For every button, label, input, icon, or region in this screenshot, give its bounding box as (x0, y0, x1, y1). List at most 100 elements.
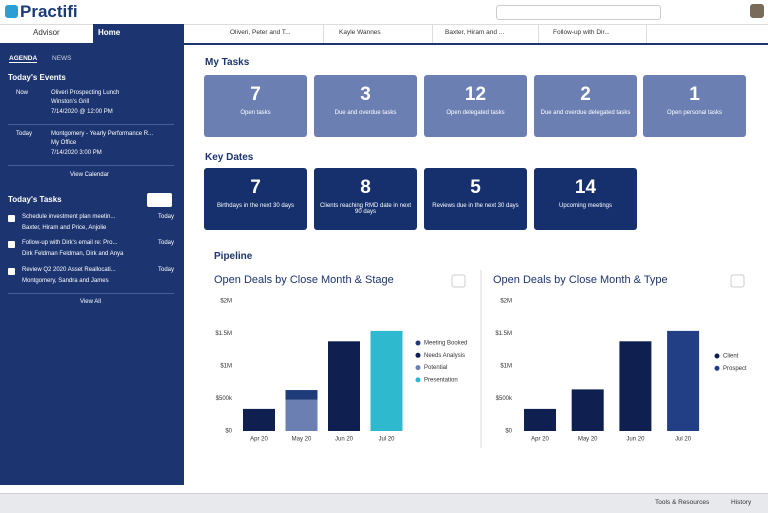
avatar[interactable] (750, 4, 764, 18)
task-due: Today (158, 240, 175, 246)
event-place: My Office (51, 140, 77, 146)
event-title[interactable]: Montgomery - Yearly Performance R... (51, 131, 154, 137)
card-value: 7 (250, 177, 261, 198)
card[interactable] (314, 75, 417, 137)
x-tick-label: May 20 (292, 437, 312, 443)
legend-label: Needs Analysis (424, 353, 465, 359)
tab-label[interactable]: Kayle Wannes (339, 29, 381, 36)
search-box[interactable] (496, 5, 661, 20)
tab-label[interactable]: Follow-up with Dir... (553, 29, 610, 36)
checkbox[interactable] (8, 241, 15, 248)
app-name: Advisor (33, 28, 60, 37)
task-title[interactable]: Review Q2 2020 Asset Reallocati... (22, 267, 116, 273)
y-tick-label: $500k (216, 396, 233, 402)
footer-link[interactable]: History (731, 499, 752, 506)
sidebar-tab[interactable]: AGENDA (9, 55, 38, 63)
card-value: 3 (360, 84, 371, 105)
task-who: Baxter, Hiram and Price, Anjolie (22, 225, 107, 231)
y-tick-label: $1.5M (215, 331, 232, 337)
y-tick-label: $2M (220, 299, 232, 305)
tab-separator (323, 24, 324, 43)
tab-separator (538, 24, 539, 43)
y-tick-label: $1M (500, 364, 512, 370)
card[interactable] (424, 75, 527, 137)
bar (619, 341, 652, 431)
legend-label: Meeting Booked (424, 341, 467, 347)
legend-label: Prospect (723, 366, 747, 372)
legend-swatch (415, 377, 421, 383)
card-label: Due and overdue delegated tasks (540, 110, 631, 116)
footer-link[interactable]: Tools & Resources (655, 499, 710, 506)
card[interactable] (314, 168, 417, 230)
chart-menu[interactable] (730, 274, 745, 288)
logo-icon (5, 5, 18, 18)
card[interactable] (643, 75, 746, 137)
task-who: Montgomery, Sandra and James (22, 278, 109, 284)
card[interactable] (534, 75, 637, 137)
card-value: 7 (250, 84, 261, 105)
task-title[interactable]: Follow-up with Dirk's email re: Pro... (22, 240, 118, 246)
separator (8, 165, 174, 166)
s[interactable]: Now (16, 90, 29, 96)
bar (285, 399, 318, 431)
card-label: Open delegated tasks (446, 110, 505, 116)
tab-separator (646, 24, 647, 43)
card-label: Due and overdue tasks (334, 110, 397, 116)
bar (667, 330, 700, 431)
y-tick-label: $0 (505, 429, 512, 435)
legend-swatch (714, 365, 720, 371)
card-label: Clients reaching RMD date in next 90 day… (319, 203, 412, 215)
card[interactable] (204, 75, 307, 137)
home-tab[interactable] (93, 24, 184, 43)
separator (8, 293, 174, 294)
tab-separator (432, 24, 433, 43)
card-value: 12 (464, 84, 487, 105)
event-when: 7/14/2020 @ 12:00 PM (51, 109, 113, 115)
s[interactable]: Today (16, 131, 33, 137)
separator (8, 124, 174, 125)
event-title[interactable]: Oliveri Prospecting Lunch (51, 90, 120, 96)
tab-label[interactable]: Baxter, Hiram and ... (445, 29, 505, 36)
home-tab-label[interactable]: Home (98, 28, 121, 37)
card[interactable] (424, 168, 527, 230)
nav-bar (0, 24, 768, 45)
bar (524, 408, 556, 431)
top-bar (0, 0, 768, 24)
bar (243, 408, 275, 431)
card-label: Birthdays in the next 30 days (216, 203, 295, 209)
link[interactable]: View Calendar (70, 172, 109, 178)
link[interactable]: View All (80, 299, 101, 305)
y-tick-label: $1M (220, 364, 232, 370)
y-tick-label: $500k (496, 396, 513, 402)
checkbox[interactable] (8, 268, 15, 275)
x-tick-label: Jun 20 (335, 437, 354, 443)
legend-label: Client (723, 354, 739, 360)
card-label: Open personal tasks (666, 110, 723, 116)
card-value: 2 (580, 84, 591, 105)
logo: Practifi (20, 2, 78, 21)
task-due: Today (158, 267, 175, 273)
card-label: Reviews due in the next 30 days (432, 203, 519, 209)
sidebar-tab[interactable]: NEWS (52, 55, 72, 62)
task-who: Dirk Feldman Feldman, Dirk and Anya (22, 251, 124, 257)
x-tick-label: May 20 (578, 437, 598, 443)
card[interactable] (204, 168, 307, 230)
filter-button[interactable] (147, 193, 172, 207)
card-value: 5 (470, 177, 481, 198)
legend-label: Potential (424, 365, 447, 371)
x-tick-label: Apr 20 (531, 437, 549, 443)
legend-swatch (415, 340, 421, 346)
task-title[interactable]: Schedule investment plan meetin... (22, 214, 116, 220)
x-tick-label: Jun 20 (626, 437, 645, 443)
checkbox[interactable] (8, 215, 15, 222)
card[interactable] (534, 168, 637, 230)
bar (571, 389, 604, 431)
x-tick-label: Jul 20 (378, 437, 395, 443)
chart-menu[interactable] (451, 274, 466, 288)
card-label: Upcoming meetings (558, 203, 613, 209)
task-due: Today (158, 214, 175, 220)
legend-label: Presentation (424, 377, 458, 383)
y-tick-label: $1.5M (495, 331, 512, 337)
tab-label[interactable]: Oliveri, Peter and T... (230, 29, 291, 36)
